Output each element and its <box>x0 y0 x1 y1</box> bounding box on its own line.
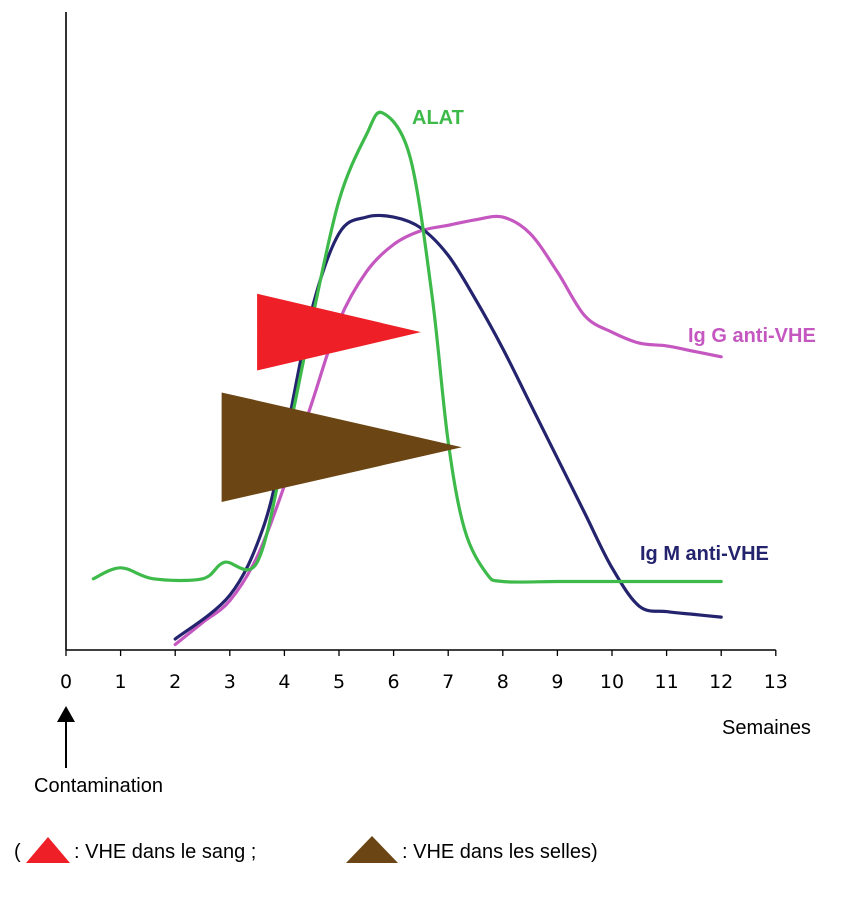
series-label-igg: Ig G anti-VHE <box>688 325 816 347</box>
legend: ( : VHE dans le sang ; : VHE dans les se… <box>14 836 598 863</box>
legend-brown-triangle-icon <box>346 836 398 863</box>
x-tick-label: 4 <box>278 671 290 693</box>
x-tick-label: 2 <box>169 671 181 693</box>
legend-item-blood: : VHE dans le sang ; <box>74 841 256 863</box>
series-label-igm: Ig M anti-VHE <box>640 543 769 565</box>
x-tick-label: 8 <box>497 671 509 693</box>
x-tick-label: 1 <box>115 671 127 693</box>
virus-marker-stool <box>221 392 462 503</box>
x-tick-label: 7 <box>442 671 454 693</box>
x-tick-label: 13 <box>764 671 788 693</box>
x-tick-label: 6 <box>388 671 400 693</box>
series-label-alat: ALAT <box>412 107 464 129</box>
legend-item-stool: : VHE dans les selles) <box>402 841 598 863</box>
tick-layer: 0 1 2 3 4 5 6 7 8 9 10 11 12 13 <box>60 650 788 693</box>
x-tick-label: 10 <box>600 671 624 693</box>
up-arrow-icon <box>57 706 75 722</box>
x-tick-label: 0 <box>60 671 72 693</box>
marker-layer <box>221 293 462 503</box>
contamination-annotation: Contamination <box>34 706 163 797</box>
x-tick-label: 9 <box>551 671 563 693</box>
x-tick-label: 5 <box>333 671 345 693</box>
x-axis-label: Semaines <box>722 717 811 739</box>
series-line-alat <box>91 110 723 584</box>
x-tick-label: 11 <box>655 671 679 693</box>
x-tick-label: 12 <box>709 671 733 693</box>
axes <box>65 12 776 651</box>
legend-red-triangle-icon <box>26 837 70 863</box>
series-layer: ALAT Ig M anti-VHE Ig G anti-VHE <box>91 107 816 647</box>
virus-marker-blood <box>257 293 421 371</box>
legend-open-paren: ( <box>14 841 21 863</box>
contamination-label: Contamination <box>34 775 163 797</box>
x-tick-label: 3 <box>224 671 236 693</box>
